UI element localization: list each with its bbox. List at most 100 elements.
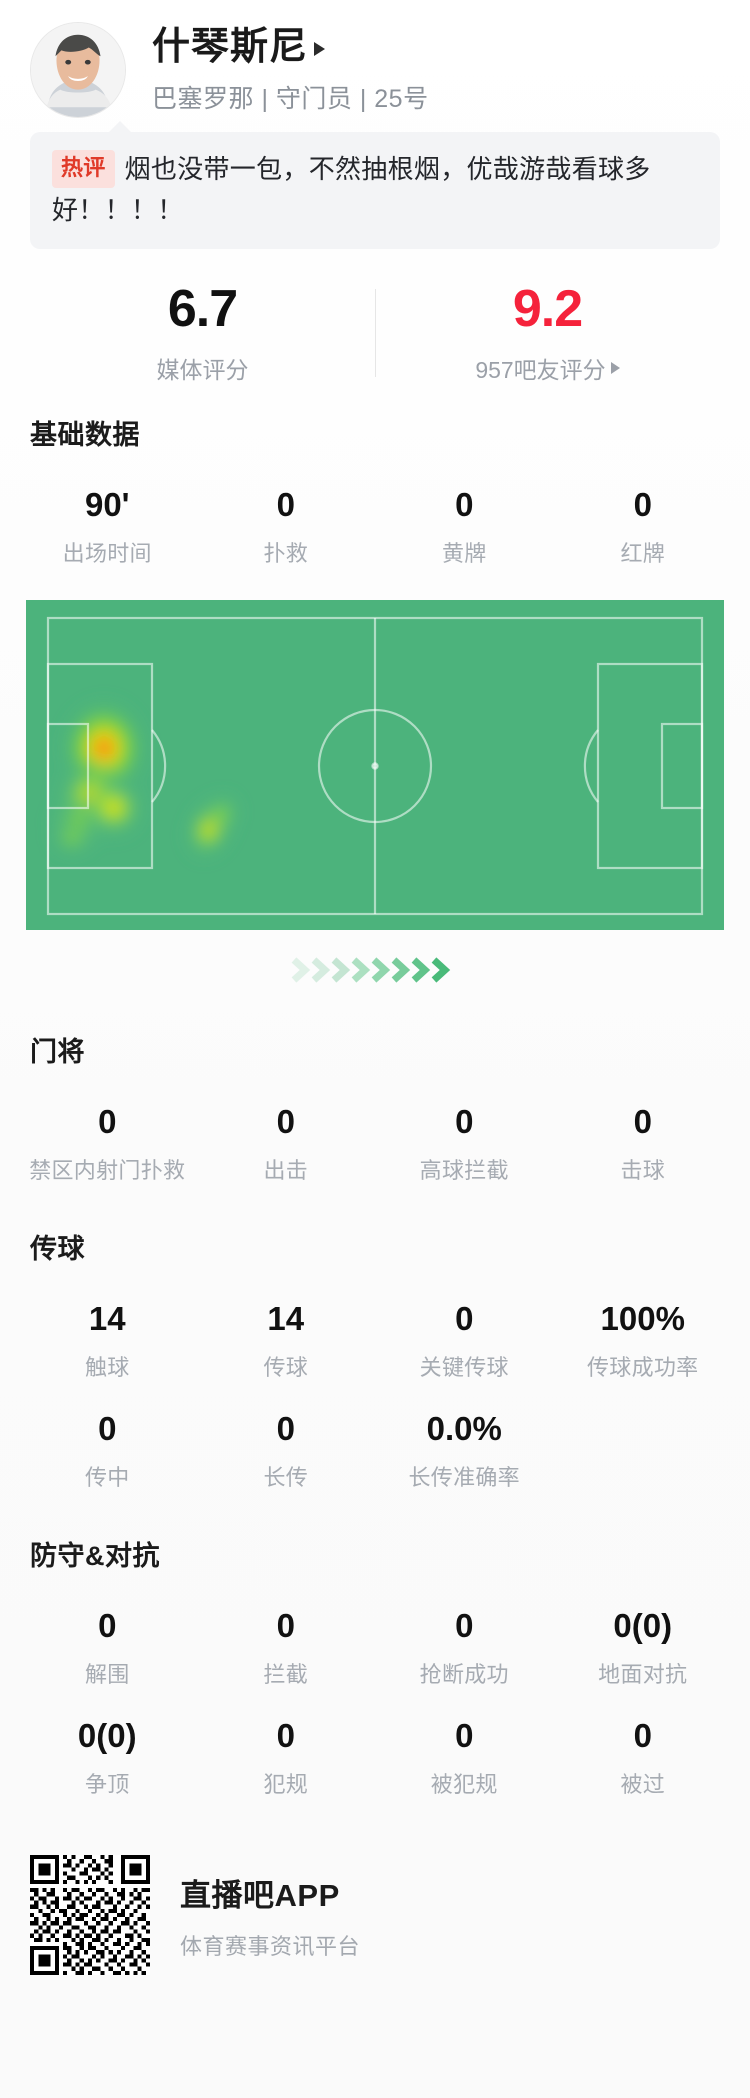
media-rating-label-text: 媒体评分 — [156, 357, 249, 384]
stat-value: 0 — [455, 486, 474, 524]
stat-label: 抢断成功 — [419, 1662, 509, 1688]
app-footer: 直播吧APP 体育赛事资讯平台 — [0, 1855, 750, 1976]
avatar[interactable] — [30, 22, 126, 118]
pitch-lines — [26, 600, 724, 931]
stat-cell: 0 禁区内射门扑救 — [18, 1105, 197, 1185]
stat-value: 0 — [455, 1607, 474, 1645]
player-name-text: 什琴斯尼 — [152, 25, 309, 68]
app-name: 直播吧APP — [180, 1877, 340, 1913]
media-rating-value: 6.7 — [167, 280, 238, 339]
stat-value: 0(0) — [77, 1717, 137, 1755]
stat-value: 0 — [633, 1103, 652, 1141]
stat-label: 被过 — [620, 1772, 666, 1798]
stat-cell: 0 黄牌 — [375, 488, 554, 568]
stat-label: 传中 — [84, 1465, 130, 1491]
stat-label: 传球成功率 — [586, 1355, 699, 1381]
stat-cell: 90' 出场时间 — [18, 488, 197, 568]
qr-code-svg — [30, 1855, 150, 1976]
basic-stats-row: 90' 出场时间 0 扑救 0 黄牌 0 红牌 — [0, 488, 750, 568]
section-title-defense: 防守&对抗 — [30, 1541, 160, 1572]
heat-blobs — [46, 696, 243, 863]
stat-label: 拦截 — [263, 1662, 309, 1688]
stat-cell: 0 关键传球 — [375, 1302, 554, 1382]
stat-label: 红牌 — [620, 541, 666, 567]
player-portrait-icon — [31, 23, 125, 117]
ratings-row: 6.7 媒体评分 9.2 957吧友评分 — [0, 283, 750, 413]
fans-rating-label[interactable]: 957吧友评分 — [475, 351, 620, 385]
stat-value: 0 — [276, 1410, 295, 1448]
fans-rating-label-text: 957吧友评分 — [475, 357, 606, 384]
stat-value: 0 — [633, 1717, 652, 1755]
media-rating: 6.7 媒体评分 — [30, 283, 375, 413]
qr-code-icon[interactable] — [30, 1855, 150, 1976]
stat-label: 长传 — [263, 1465, 309, 1491]
hot-comment-text: 烟也没带一包，不然抽根烟，优哉游哉看球多好！！！！ — [52, 154, 651, 225]
stat-value: 0 — [455, 1300, 474, 1338]
stat-label: 出场时间 — [62, 541, 152, 567]
stat-value: 0.0% — [426, 1410, 502, 1448]
stat-cell: 0.0% 长传准确率 — [375, 1412, 554, 1492]
stat-label: 争顶 — [84, 1772, 130, 1798]
stat-label: 触球 — [84, 1355, 130, 1381]
stat-value: 0 — [455, 1717, 474, 1755]
stat-cell: 0 击球 — [554, 1105, 733, 1185]
play-triangle-icon — [314, 41, 326, 56]
player-meta: 巴塞罗那 | 守门员 | 25号 — [152, 85, 429, 114]
stat-cell-empty — [554, 1412, 733, 1492]
section-title-basic: 基础数据 — [30, 420, 140, 451]
pitch-heatmap[interactable] — [26, 600, 724, 931]
stat-label: 禁区内射门扑救 — [29, 1158, 186, 1184]
play-triangle-icon — [610, 362, 620, 375]
stat-label: 被犯规 — [430, 1772, 498, 1798]
section-title-passing: 传球 — [30, 1234, 85, 1265]
hot-comment-line: 热评 烟也没带一包，不然抽根烟，优哉游哉看球多好！！！！ — [52, 150, 698, 229]
stat-cell: 0 红牌 — [554, 488, 733, 568]
section-title-goalkeeper: 门将 — [30, 1037, 85, 1068]
stat-label: 关键传球 — [419, 1355, 509, 1381]
stat-label: 犯规 — [263, 1772, 309, 1798]
stat-label: 长传准确率 — [408, 1465, 520, 1491]
stat-cell: 14 传球 — [197, 1302, 376, 1382]
stat-cell: 0 高球拦截 — [375, 1105, 554, 1185]
stat-value: 0 — [98, 1103, 117, 1141]
heatmap-section — [0, 600, 750, 988]
stat-cell: 0 拦截 — [197, 1609, 376, 1689]
stat-cell: 0(0) 争顶 — [18, 1719, 197, 1799]
player-name[interactable]: 什琴斯尼 — [152, 25, 429, 70]
stat-cell: 0 传中 — [18, 1412, 197, 1492]
stat-value: 0(0) — [613, 1607, 673, 1645]
stat-cell: 0 抢断成功 — [375, 1609, 554, 1689]
passing-stats-row-1: 14 触球 14 传球 0 关键传球 100% 传球成功率 — [0, 1302, 750, 1382]
stat-cell: 14 触球 — [18, 1302, 197, 1382]
stat-value: 0 — [276, 1607, 295, 1645]
stat-cell: 0 出击 — [197, 1105, 376, 1185]
stat-label: 黄牌 — [441, 541, 487, 567]
hot-comment-box[interactable]: 热评 烟也没带一包，不然抽根烟，优哉游哉看球多好！！！！ — [30, 120, 720, 250]
stat-value: 0 — [455, 1103, 474, 1141]
passing-stats-row-2: 0 传中 0 长传 0.0% 长传准确率 — [0, 1412, 750, 1492]
stat-value: 0 — [276, 1103, 295, 1141]
direction-arrows — [26, 952, 724, 988]
stat-cell: 0 长传 — [197, 1412, 376, 1492]
stat-label: 高球拦截 — [419, 1158, 509, 1184]
fans-rating[interactable]: 9.2 957吧友评分 — [375, 283, 720, 413]
footer-text: 直播吧APP 体育赛事资讯平台 — [180, 1870, 360, 1961]
stat-value: 90' — [84, 486, 130, 524]
goalkeeper-stats-row: 0 禁区内射门扑救 0 出击 0 高球拦截 0 击球 — [0, 1105, 750, 1185]
player-header: 什琴斯尼 巴塞罗那 | 守门员 | 25号 — [0, 0, 750, 118]
stat-label: 击球 — [620, 1158, 666, 1184]
stat-value: 14 — [267, 1300, 305, 1338]
stat-label: 解围 — [84, 1662, 130, 1688]
stat-label: 出击 — [263, 1158, 309, 1184]
stat-label: 扑救 — [263, 541, 309, 567]
stat-cell: 0 扑救 — [197, 488, 376, 568]
fans-rating-value: 9.2 — [512, 280, 583, 339]
stat-value: 0 — [276, 486, 295, 524]
chevron-right-icon-group — [291, 957, 451, 983]
hot-comment[interactable]: 热评 烟也没带一包，不然抽根烟，优哉游哉看球多好！！！！ — [0, 118, 750, 250]
hot-badge: 热评 — [52, 150, 115, 188]
stat-value: 100% — [600, 1300, 685, 1338]
stat-cell: 0 解围 — [18, 1609, 197, 1689]
stat-value: 0 — [98, 1410, 117, 1448]
